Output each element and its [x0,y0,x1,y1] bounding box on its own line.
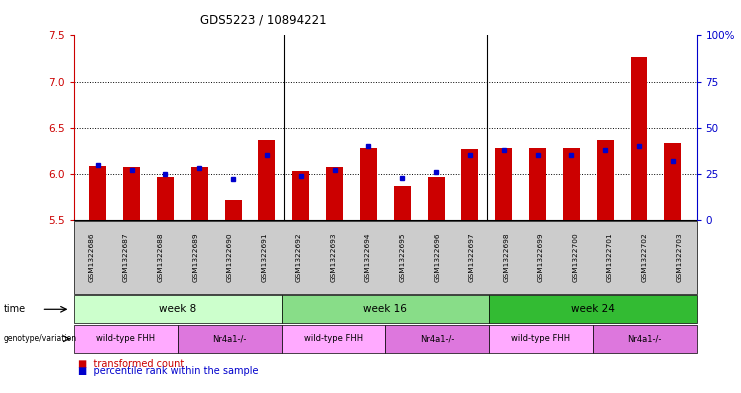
Bar [90,165,106,220]
Bar [428,177,445,220]
Text: GSM1322700: GSM1322700 [573,232,579,282]
Bar [191,167,207,220]
Text: GSM1322689: GSM1322689 [192,232,198,282]
Bar [597,140,614,220]
Bar [563,148,579,220]
Text: GSM1322692: GSM1322692 [296,232,302,282]
Bar [665,143,681,220]
Text: GSM1322696: GSM1322696 [434,233,440,282]
Text: GSM1322690: GSM1322690 [227,232,233,282]
Text: GSM1322702: GSM1322702 [642,232,648,282]
Text: GSM1322688: GSM1322688 [158,232,164,282]
Bar [225,200,242,220]
Bar [529,148,546,220]
Text: genotype/variation: genotype/variation [4,334,77,343]
Bar [326,167,343,220]
Text: GSM1322686: GSM1322686 [88,233,94,282]
Text: week 24: week 24 [571,304,615,314]
Text: time: time [4,304,26,314]
Text: week 8: week 8 [159,304,196,314]
Bar [360,148,377,220]
Text: ■  transformed count: ■ transformed count [78,359,184,369]
Bar [631,57,648,220]
Text: wild-type FHH: wild-type FHH [304,334,363,343]
Bar [393,186,411,220]
Bar [157,177,174,220]
Text: GSM1322691: GSM1322691 [262,232,268,282]
Bar [495,148,512,220]
Text: GSM1322687: GSM1322687 [123,232,129,282]
Text: week 16: week 16 [363,304,408,314]
Text: wild-type FHH: wild-type FHH [96,334,156,343]
Bar [259,140,276,220]
Bar [292,171,309,220]
Text: GSM1322698: GSM1322698 [503,232,509,282]
Text: wild-type FHH: wild-type FHH [511,334,571,343]
Text: Nr4a1-/-: Nr4a1-/- [213,334,247,343]
Text: GSM1322693: GSM1322693 [330,233,336,282]
Bar [123,167,140,220]
Text: GSM1322699: GSM1322699 [538,232,544,282]
Bar [462,149,479,220]
Text: GSM1322703: GSM1322703 [677,232,682,282]
Text: GSM1322701: GSM1322701 [607,232,613,282]
Text: ■  percentile rank within the sample: ■ percentile rank within the sample [78,366,259,376]
Text: GSM1322694: GSM1322694 [365,233,371,282]
Text: GSM1322695: GSM1322695 [399,233,405,282]
Text: GDS5223 / 10894221: GDS5223 / 10894221 [200,14,327,27]
Text: GSM1322697: GSM1322697 [469,232,475,282]
Text: Nr4a1-/-: Nr4a1-/- [420,334,454,343]
Text: Nr4a1-/-: Nr4a1-/- [628,334,662,343]
